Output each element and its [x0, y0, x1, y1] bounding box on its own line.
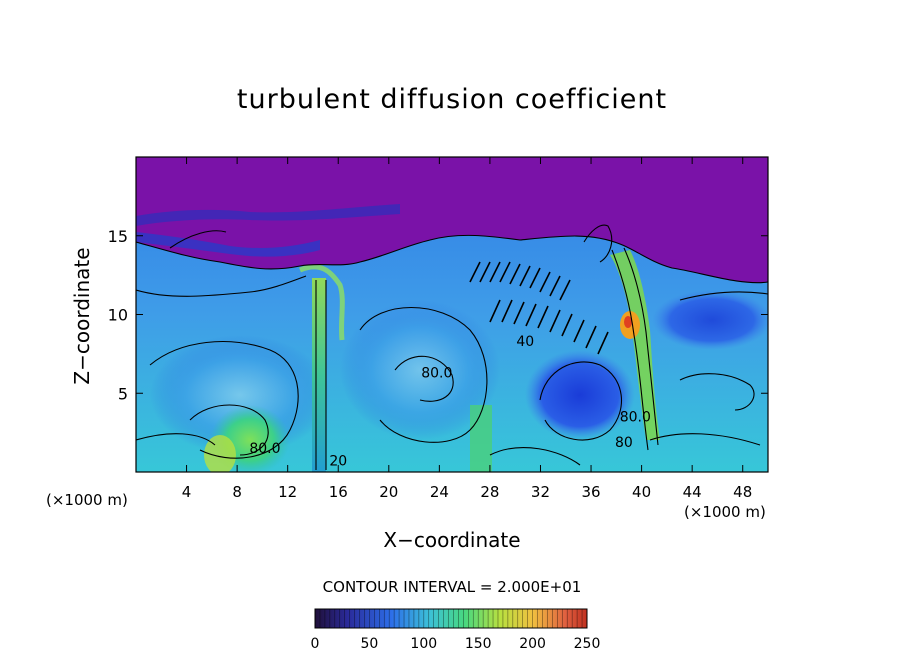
plume-mid [470, 405, 492, 472]
colorbar-frame [314, 608, 588, 629]
eddy-right [652, 290, 768, 350]
contour-label: 80.0 [620, 410, 651, 426]
plume-left [312, 278, 326, 472]
y-tick-label: 15 [108, 227, 128, 246]
colorbar-tick-label: 250 [574, 636, 601, 652]
contour-label: 40 [516, 334, 534, 350]
colorbar-gradient [315, 609, 587, 628]
x-tick-label: 48 [733, 483, 752, 501]
yellow-patch-left [204, 435, 236, 472]
colorbar: 0 50 100 150 200 250 [311, 608, 601, 652]
hot-spot-core [624, 316, 632, 328]
eddy-center [340, 300, 500, 440]
colorbar-stripes [319, 609, 583, 628]
x-axis-ticks: 4 8 12 16 20 24 28 32 36 40 44 48 [182, 157, 752, 501]
eddy-deep [525, 350, 635, 440]
x-tick-label: 32 [531, 483, 550, 501]
colorbar-tick-label: 0 [311, 636, 320, 652]
x-tick-label: 24 [430, 483, 449, 501]
contour-labels: 80.0 20 80.0 40 80 80.0 [249, 334, 651, 470]
x-axis-label: X−coordinate [383, 528, 521, 552]
x-tick-label: 8 [232, 483, 242, 501]
colorbar-ticks: 0 50 100 150 200 250 [311, 636, 601, 652]
y-axis-ticks: 5 10 15 [108, 227, 768, 403]
x-tick-label: 28 [480, 483, 499, 501]
plume-arc [299, 264, 345, 341]
hatched-band [469, 261, 609, 355]
x-axis-unit-right: (×1000 m) [684, 503, 766, 521]
y-tick-label: 10 [108, 306, 128, 325]
field-upper-streak-2 [136, 232, 320, 257]
contour-lines [136, 224, 768, 470]
field-upper-streak [136, 204, 400, 226]
heatmap-field: 80.0 20 80.0 40 80 80.0 [136, 157, 768, 472]
x-axis-unit-left: (×1000 m) [46, 491, 128, 509]
y-tick-label: 5 [118, 384, 128, 403]
contour-label: 80.0 [249, 441, 280, 457]
x-tick-label: 16 [329, 483, 348, 501]
x-tick-label: 36 [581, 483, 600, 501]
x-tick-label: 20 [379, 483, 398, 501]
chart-title: turbulent diffusion coefficient [236, 84, 668, 115]
colorbar-tick-label: 50 [360, 636, 378, 652]
x-tick-label: 44 [683, 483, 702, 501]
contour-label: 80 [615, 435, 633, 451]
x-tick-label: 4 [182, 483, 192, 501]
contour-label: 80.0 [421, 366, 452, 382]
colorbar-tick-label: 100 [410, 636, 437, 652]
plume-right [610, 250, 660, 440]
x-tick-label: 40 [632, 483, 651, 501]
contour-interval-note: CONTOUR INTERVAL = 2.000E+01 [322, 578, 582, 596]
colorbar-tick-label: 150 [465, 636, 492, 652]
x-tick-label: 12 [278, 483, 297, 501]
contour-label: 20 [329, 454, 347, 470]
colorbar-tick-label: 200 [519, 636, 546, 652]
